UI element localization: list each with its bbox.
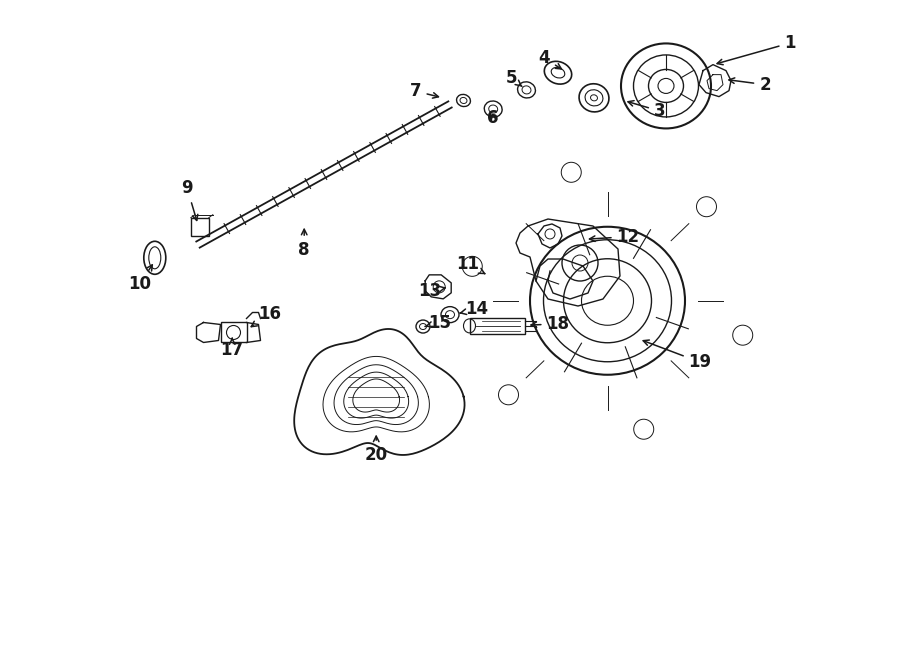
Text: 15: 15 [425,313,451,332]
Text: 2: 2 [729,75,770,94]
Text: 9: 9 [182,179,198,220]
Text: 1: 1 [717,34,796,65]
Text: 14: 14 [460,300,489,319]
Text: 6: 6 [488,108,499,127]
Text: 4: 4 [539,49,562,69]
Bar [220,323,247,342]
Text: 5: 5 [506,69,522,87]
Text: 3: 3 [628,100,665,120]
Text: 8: 8 [299,229,310,259]
Text: 11: 11 [456,255,485,274]
Text: 7: 7 [410,82,438,100]
Text: 19: 19 [644,340,712,371]
Text: 18: 18 [531,315,570,333]
Text: 20: 20 [364,436,388,464]
Text: 17: 17 [220,338,244,360]
Text: 12: 12 [590,227,640,246]
Bar [470,318,525,334]
Text: 10: 10 [128,265,152,293]
Text: 13: 13 [418,282,446,300]
Bar [191,217,209,236]
Text: 16: 16 [251,305,282,327]
